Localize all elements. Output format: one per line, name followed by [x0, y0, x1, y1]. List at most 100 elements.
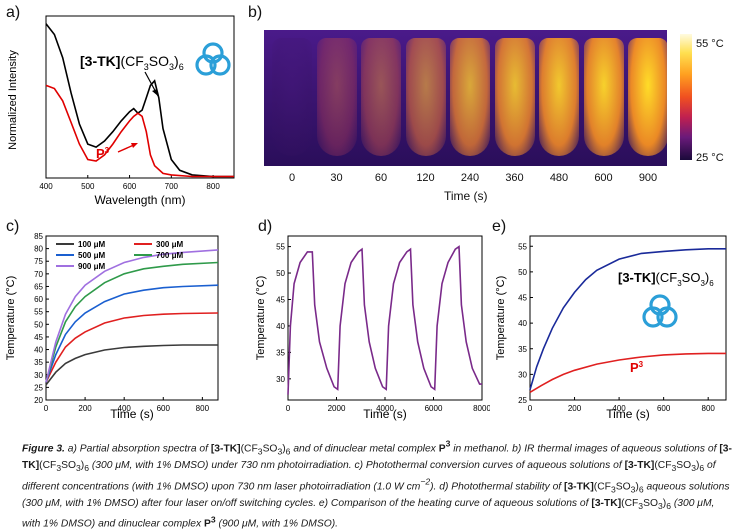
x-tick-label: 200: [78, 404, 92, 413]
time-label: 360: [505, 172, 524, 184]
panel-c-ylabel: Temperature (°C): [5, 276, 17, 360]
x-tick-label: 700: [165, 182, 179, 191]
y-tick-label: 25: [518, 396, 527, 405]
temperature-color-scale: [680, 34, 692, 160]
time-label: 480: [549, 172, 569, 184]
panel-e-chart: Temperature (°C) Time (s) 0 200 400 600 800 2…: [495, 235, 727, 421]
y-tick-label: 20: [34, 396, 43, 405]
x-tick-label: 600: [157, 404, 171, 413]
legend-label: 500 μM: [78, 251, 105, 260]
y-tick-label: 80: [34, 245, 43, 254]
panel-d-label: d): [258, 218, 273, 235]
thermal-tube: [405, 38, 446, 156]
trefoil-knot-icon: [195, 42, 231, 76]
panel-e-xlabel: Time (s): [606, 407, 650, 421]
time-label: 600: [594, 172, 613, 184]
series-line-1: [529, 352, 726, 393]
panel-a-p3-label: P3: [96, 146, 110, 161]
x-tick-label: 400: [612, 404, 626, 413]
thermal-tube: [361, 38, 401, 156]
panel-b-xlabel: Time (s): [444, 189, 488, 203]
legend-label: 900 μM: [78, 262, 105, 271]
thermal-tube: [539, 38, 579, 156]
y-tick-label: 55: [518, 242, 527, 251]
panel-e-label: e): [492, 218, 507, 235]
x-tick-label: 600: [123, 182, 137, 191]
y-tick-label: 30: [518, 370, 527, 379]
y-tick-label: 40: [276, 322, 285, 331]
scale-min-label: 25 °C: [696, 152, 724, 164]
panel-a-chart: Normalized Intensity Wavelength (nm) 400…: [7, 15, 235, 207]
legend-label: 300 μM: [156, 240, 183, 249]
panel-e-ylabel: Temperature (°C): [495, 276, 507, 360]
x-tick-label: 4000: [376, 404, 394, 413]
x-tick-label: 600: [657, 404, 671, 413]
y-tick-label: 50: [518, 268, 527, 277]
y-tick-label: 25: [34, 383, 43, 392]
x-tick-label: 0: [286, 404, 291, 413]
x-tick-label: 200: [568, 404, 582, 413]
series-line-0: [45, 344, 218, 386]
time-label: 900: [638, 172, 658, 184]
thermal-tube: [272, 38, 312, 156]
x-tick-label: 800: [702, 404, 716, 413]
y-tick-label: 85: [34, 232, 43, 241]
thermal-tube: [628, 38, 667, 156]
series-line-1: [45, 312, 219, 383]
x-tick-label: 400: [39, 182, 53, 191]
x-tick-label: 2000: [328, 404, 346, 413]
thermal-tube: [450, 38, 490, 156]
legend-label: 100 μM: [78, 240, 105, 249]
y-tick-label: 50: [276, 269, 285, 278]
x-tick-label: 8000: [473, 404, 490, 413]
panel-d-ylabel: Temperature (°C): [255, 276, 267, 360]
series-line-0: [529, 248, 726, 391]
panel-c-xlabel: Time (s): [110, 407, 154, 421]
series-line-0: [287, 245, 482, 395]
y-tick-label: 35: [518, 345, 527, 354]
panel-a-label: a): [6, 4, 21, 21]
thermal-tube: [316, 38, 357, 156]
panel-e-compound-label: [3-TK](CF3SO3)6: [618, 270, 714, 288]
x-tick-label: 400: [118, 404, 132, 413]
time-label: 60: [374, 172, 388, 184]
panel-a-compound-label: [3-TK](CF3SO3)6: [80, 53, 184, 72]
y-tick-label: 55: [34, 308, 43, 317]
series-line-0: [45, 23, 234, 178]
y-tick-label: 40: [34, 346, 43, 355]
time-label: 240: [460, 172, 480, 184]
time-label: 0: [288, 172, 296, 184]
series-line-3: [45, 261, 219, 383]
panel-a-ylabel: Normalized Intensity: [7, 50, 19, 150]
legend-label: 700 μM: [156, 251, 183, 260]
y-tick-label: 45: [276, 295, 285, 304]
trefoil-knot-icon-e: [642, 294, 678, 328]
panel-c-chart: Temperature (°C) Time (s) 0 200 400 600 800 2…: [5, 232, 219, 421]
y-tick-label: 30: [276, 375, 285, 384]
x-tick-label: 500: [81, 182, 95, 191]
y-tick-label: 55: [276, 243, 285, 252]
thermal-tube: [494, 38, 535, 156]
series-line-2: [45, 284, 219, 383]
panel-d-xlabel: Time (s): [363, 407, 407, 421]
ir-thermal-image: [264, 30, 667, 166]
x-tick-label: 800: [196, 404, 210, 413]
panel-e-p3-label: P3: [630, 360, 644, 375]
y-tick-label: 50: [34, 320, 43, 329]
x-tick-label: 0: [44, 404, 49, 413]
series-line-1: [45, 84, 234, 178]
panel-b-label: b): [248, 4, 263, 21]
panel-d-chart: Temperature (°C) Time (s) 0 2000 4000 6000 8…: [255, 235, 490, 421]
y-tick-label: 60: [34, 295, 43, 304]
y-tick-label: 40: [518, 319, 527, 328]
y-tick-label: 70: [34, 270, 43, 279]
x-tick-label: 6000: [425, 404, 443, 413]
thermal-tube: [583, 38, 624, 156]
panel-a-xlabel: Wavelength (nm): [95, 193, 186, 207]
y-tick-label: 45: [34, 333, 43, 342]
time-label: 30: [330, 172, 343, 184]
panel-c-label: c): [6, 218, 20, 235]
scale-max-label: 55 °C: [696, 38, 724, 50]
y-tick-label: 35: [34, 358, 43, 367]
x-tick-label: 0: [528, 404, 533, 413]
